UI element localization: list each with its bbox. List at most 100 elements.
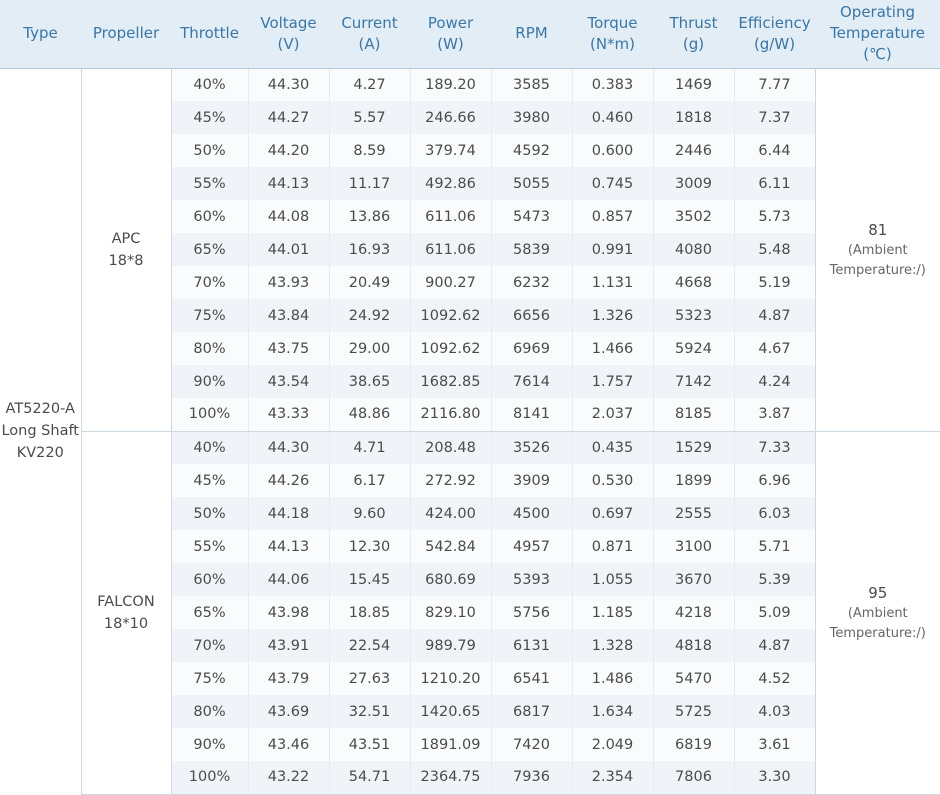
thrust-cell: 5924 xyxy=(653,332,734,365)
current-cell: 13.86 xyxy=(329,200,410,233)
torque-cell: 1.328 xyxy=(572,629,653,662)
header-efficiency: Efficiency (g/W) xyxy=(734,0,815,68)
voltage-cell: 44.01 xyxy=(248,233,329,266)
throttle-cell: 100% xyxy=(171,761,248,794)
header-thrust: Thrust (g) xyxy=(653,0,734,68)
power-cell: 542.84 xyxy=(410,530,491,563)
current-cell: 24.92 xyxy=(329,299,410,332)
temperature-value: 95 xyxy=(816,582,940,604)
voltage-cell: 44.27 xyxy=(248,101,329,134)
voltage-cell: 44.26 xyxy=(248,464,329,497)
voltage-cell: 43.46 xyxy=(248,728,329,761)
torque-cell: 1.326 xyxy=(572,299,653,332)
voltage-cell: 43.79 xyxy=(248,662,329,695)
efficiency-cell: 6.44 xyxy=(734,134,815,167)
efficiency-cell: 5.48 xyxy=(734,233,815,266)
voltage-cell: 43.84 xyxy=(248,299,329,332)
power-cell: 989.79 xyxy=(410,629,491,662)
current-cell: 32.51 xyxy=(329,695,410,728)
throttle-cell: 80% xyxy=(171,695,248,728)
torque-cell: 2.354 xyxy=(572,761,653,794)
thrust-cell: 1529 xyxy=(653,431,734,464)
throttle-cell: 45% xyxy=(171,101,248,134)
thrust-cell: 4818 xyxy=(653,629,734,662)
current-cell: 9.60 xyxy=(329,497,410,530)
current-cell: 29.00 xyxy=(329,332,410,365)
voltage-cell: 44.18 xyxy=(248,497,329,530)
thrust-cell: 1818 xyxy=(653,101,734,134)
thrust-cell: 2446 xyxy=(653,134,734,167)
thrust-cell: 5323 xyxy=(653,299,734,332)
efficiency-cell: 4.52 xyxy=(734,662,815,695)
thrust-cell: 3009 xyxy=(653,167,734,200)
power-cell: 246.66 xyxy=(410,101,491,134)
torque-cell: 1.185 xyxy=(572,596,653,629)
torque-cell: 1.757 xyxy=(572,365,653,398)
voltage-cell: 44.30 xyxy=(248,431,329,464)
current-cell: 6.17 xyxy=(329,464,410,497)
current-cell: 5.57 xyxy=(329,101,410,134)
rpm-cell: 5393 xyxy=(491,563,572,596)
efficiency-cell: 6.11 xyxy=(734,167,815,200)
voltage-cell: 43.54 xyxy=(248,365,329,398)
current-cell: 38.65 xyxy=(329,365,410,398)
efficiency-cell: 4.87 xyxy=(734,629,815,662)
throttle-cell: 55% xyxy=(171,530,248,563)
thrust-cell: 4080 xyxy=(653,233,734,266)
throttle-cell: 40% xyxy=(171,431,248,464)
torque-cell: 0.697 xyxy=(572,497,653,530)
current-cell: 16.93 xyxy=(329,233,410,266)
voltage-cell: 44.30 xyxy=(248,68,329,101)
rpm-cell: 5055 xyxy=(491,167,572,200)
power-cell: 208.48 xyxy=(410,431,491,464)
power-cell: 2364.75 xyxy=(410,761,491,794)
current-cell: 43.51 xyxy=(329,728,410,761)
rpm-cell: 3585 xyxy=(491,68,572,101)
current-cell: 11.17 xyxy=(329,167,410,200)
throttle-cell: 50% xyxy=(171,134,248,167)
thrust-cell: 3502 xyxy=(653,200,734,233)
throttle-cell: 45% xyxy=(171,464,248,497)
efficiency-cell: 5.73 xyxy=(734,200,815,233)
current-cell: 18.85 xyxy=(329,596,410,629)
rpm-cell: 3909 xyxy=(491,464,572,497)
throttle-cell: 70% xyxy=(171,629,248,662)
power-cell: 1891.09 xyxy=(410,728,491,761)
efficiency-cell: 4.87 xyxy=(734,299,815,332)
rpm-cell: 6541 xyxy=(491,662,572,695)
torque-cell: 1.131 xyxy=(572,266,653,299)
voltage-cell: 43.75 xyxy=(248,332,329,365)
voltage-cell: 44.08 xyxy=(248,200,329,233)
power-cell: 424.00 xyxy=(410,497,491,530)
motor-type-line: KV220 xyxy=(0,442,81,464)
torque-cell: 0.383 xyxy=(572,68,653,101)
header-power: Power (W) xyxy=(410,0,491,68)
power-cell: 829.10 xyxy=(410,596,491,629)
throttle-cell: 60% xyxy=(171,563,248,596)
thrust-cell: 5470 xyxy=(653,662,734,695)
voltage-cell: 43.22 xyxy=(248,761,329,794)
rpm-cell: 6656 xyxy=(491,299,572,332)
efficiency-cell: 6.96 xyxy=(734,464,815,497)
rpm-cell: 6817 xyxy=(491,695,572,728)
power-cell: 680.69 xyxy=(410,563,491,596)
torque-cell: 1.634 xyxy=(572,695,653,728)
torque-cell: 0.871 xyxy=(572,530,653,563)
current-cell: 20.49 xyxy=(329,266,410,299)
header-torque: Torque (N*m) xyxy=(572,0,653,68)
efficiency-cell: 5.71 xyxy=(734,530,815,563)
power-cell: 492.86 xyxy=(410,167,491,200)
power-cell: 379.74 xyxy=(410,134,491,167)
current-cell: 12.30 xyxy=(329,530,410,563)
rpm-cell: 4957 xyxy=(491,530,572,563)
temperature-note: Temperature:/) xyxy=(816,624,940,644)
thrust-cell: 7142 xyxy=(653,365,734,398)
efficiency-cell: 5.39 xyxy=(734,563,815,596)
efficiency-cell: 7.77 xyxy=(734,68,815,101)
throttle-cell: 55% xyxy=(171,167,248,200)
current-cell: 15.45 xyxy=(329,563,410,596)
motor-type-line: Long Shaft xyxy=(0,420,81,442)
efficiency-cell: 4.03 xyxy=(734,695,815,728)
